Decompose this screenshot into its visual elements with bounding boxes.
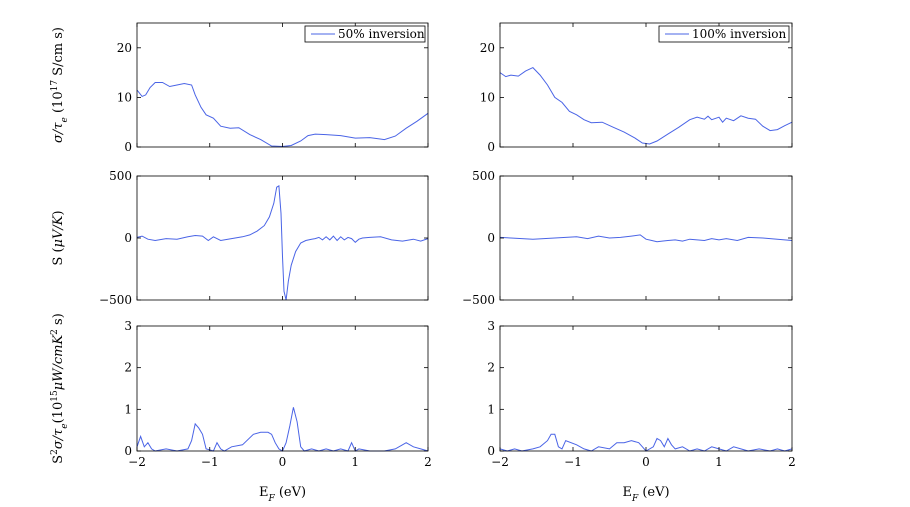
x-tick-label: −1 [564, 455, 582, 469]
legend: 50% inversion [304, 25, 426, 43]
y-tick-label: 2 [487, 361, 495, 375]
x-tick-label: 0 [642, 455, 650, 469]
series-line [136, 82, 429, 148]
x-tick-label: 0 [279, 455, 287, 469]
y-tick-label: −500 [99, 293, 132, 307]
panel-middle-left: −500 0 500 [99, 169, 429, 307]
panel-top-right: 0 10 20 100% inversion [480, 22, 793, 154]
axes-box [499, 175, 793, 301]
x-tick-label: 1 [715, 455, 723, 469]
panel-bottom-left: −2 −1 0 1 2 0 1 2 3 [124, 319, 431, 469]
y-tick-label: 0 [487, 444, 495, 458]
y-tick-label: 3 [124, 319, 132, 333]
y-tick-label: 20 [480, 41, 495, 55]
series-line [499, 234, 793, 243]
x-tick-label: 1 [351, 455, 359, 469]
panel-middle-right: −500 0 500 [462, 169, 793, 307]
y-tick-label: 3 [487, 319, 495, 333]
y-tick-label: 0 [487, 140, 495, 154]
y-tick-label: 0 [124, 444, 132, 458]
x-tick-label: 2 [424, 455, 432, 469]
y-axis-label-conductivity: σ/τe (1017 S/cm s) [50, 27, 70, 143]
y-tick-label: 10 [480, 90, 495, 104]
axes-box [136, 325, 429, 452]
y-tick-label: 0 [124, 231, 132, 245]
legend-box [304, 25, 426, 43]
x-tick-label: −1 [201, 455, 219, 469]
x-tick-label: 2 [788, 455, 796, 469]
axes-box [499, 325, 793, 452]
x-tick-label: −2 [128, 455, 146, 469]
x-axis-label: EF (eV) [259, 485, 306, 502]
y-tick-label: 10 [117, 90, 132, 104]
legend: 100% inversion [658, 25, 790, 43]
legend-label: 50% inversion [338, 27, 425, 41]
y-tick-label: 2 [124, 361, 132, 375]
y-axis-label-power-factor: S2σ/τe(1015μW/cmK2 s) [50, 313, 70, 464]
y-axis-label-seebeck: S (μV/K) [51, 210, 66, 265]
series-line [499, 66, 793, 145]
y-tick-label: −500 [462, 293, 495, 307]
y-tick-label: 1 [487, 402, 495, 416]
series-line [136, 407, 429, 452]
y-tick-label: 0 [487, 231, 495, 245]
legend-label: 100% inversion [692, 27, 787, 41]
y-tick-label: 1 [124, 402, 132, 416]
series-line [136, 185, 429, 301]
legend-box [658, 25, 790, 43]
panel-top-left: 0 10 20 50% inversion [117, 22, 429, 154]
x-tick-label: −2 [491, 455, 509, 469]
x-axis-label: EF (eV) [622, 485, 669, 502]
panel-bottom-right: −2 −1 0 1 2 0 1 2 3 [487, 319, 795, 469]
y-tick-label: 500 [472, 169, 495, 183]
y-tick-label: 0 [124, 140, 132, 154]
y-tick-label: 500 [109, 169, 132, 183]
y-tick-label: 20 [117, 41, 132, 55]
